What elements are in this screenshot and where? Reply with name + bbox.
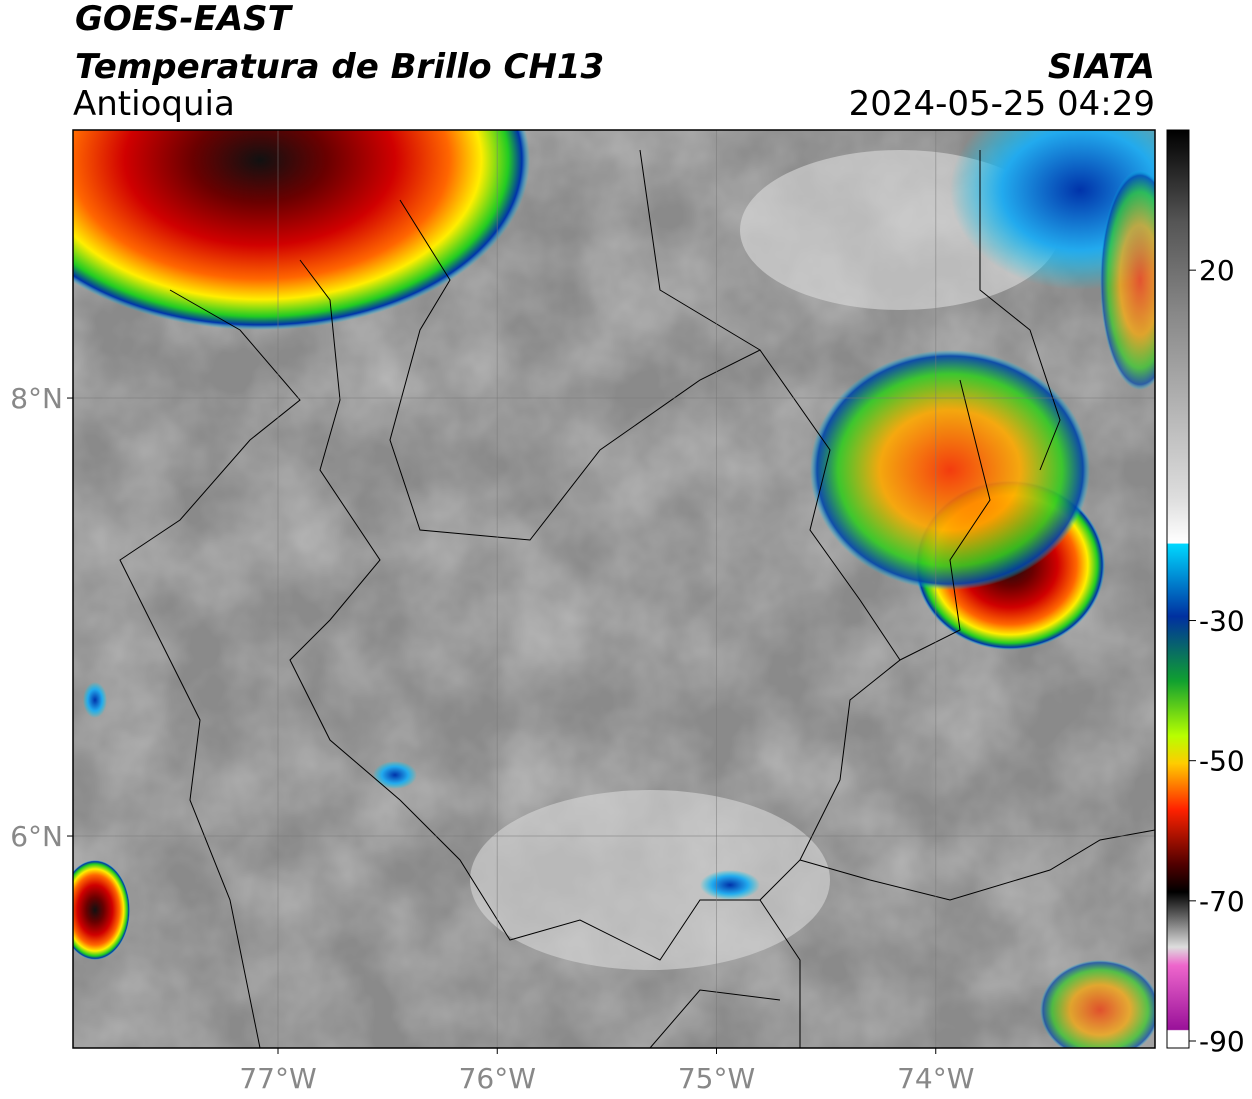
x-tick-label: 76°W: [459, 1062, 536, 1095]
cloud: [470, 790, 830, 970]
storm: [1100, 170, 1155, 390]
storm: [810, 350, 1090, 590]
cold-cloud: [700, 870, 760, 900]
cold-cloud: [373, 761, 417, 789]
colorbar-label: -90: [1199, 1025, 1245, 1058]
graticule: 77°W 76°W 75°W 74°W 8°N 6°N: [10, 130, 1155, 1095]
colorbar-label: -30: [1199, 605, 1245, 638]
subtitle: Temperatura de Brillo CH13: [75, 47, 604, 87]
x-tick-label: 75°W: [678, 1062, 755, 1095]
region: Antioquia: [73, 84, 235, 124]
cold-cloud: [83, 682, 107, 718]
map-image: [73, 130, 1155, 1048]
border: [649, 829, 1155, 1048]
source: SIATA: [1048, 47, 1155, 87]
colorbar-ticks: 20 -30 -50 -70 -90: [1189, 254, 1245, 1058]
colorbar-label: -50: [1199, 745, 1245, 778]
storm: [73, 130, 530, 330]
timestamp: 2024-05-25 04:29: [849, 84, 1155, 124]
y-tick-label: 6°N: [10, 820, 63, 853]
border: [119, 289, 301, 1048]
colorbar: [1166, 129, 1190, 1049]
y-tick-label: 8°N: [10, 382, 63, 415]
title: GOES-EAST: [75, 0, 294, 39]
storm: [73, 860, 130, 960]
map-frame: [72, 129, 1156, 1049]
x-tick-label: 74°W: [897, 1062, 974, 1095]
x-tick-label: 77°W: [239, 1062, 316, 1095]
storm: [1040, 960, 1155, 1048]
colorbar-label: -70: [1199, 885, 1245, 918]
colorbar-label: 20: [1199, 254, 1235, 287]
border: [639, 149, 1061, 661]
